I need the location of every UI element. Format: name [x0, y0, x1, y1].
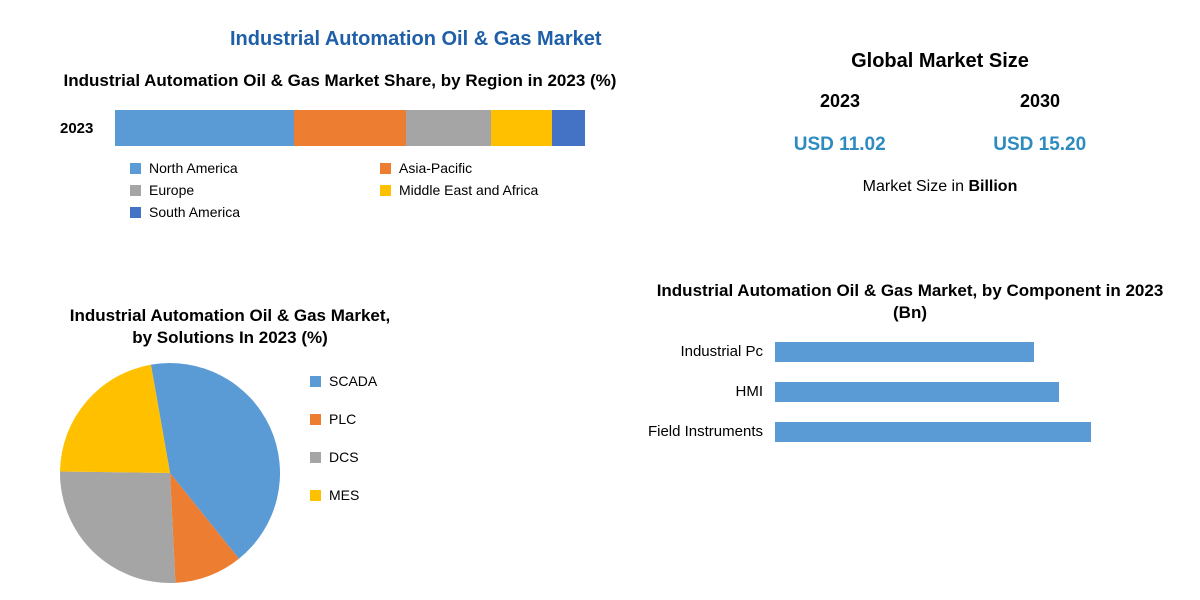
pie-svg [60, 363, 280, 583]
gm-value-0: USD 11.02 [794, 134, 886, 156]
global-market-unit: Market Size in Billion [740, 178, 1140, 196]
legend-label: North America [149, 160, 238, 176]
legend-label: South America [149, 204, 240, 220]
stacked-bar [115, 110, 585, 146]
legend-swatch [130, 163, 141, 174]
hbar-fill [775, 382, 1059, 402]
gm-value-1: USD 15.20 [993, 134, 1086, 156]
hbar-fill [775, 422, 1091, 442]
global-market-values-row: USD 11.02 USD 15.20 [740, 112, 1140, 156]
legend-label: DCS [329, 449, 359, 465]
pie-slice [60, 365, 170, 473]
stacked-bar-row: 2023 [60, 110, 620, 146]
stacked-segment [406, 110, 491, 146]
hbar-row: Field Instruments [640, 422, 1180, 442]
legend-swatch [310, 414, 321, 425]
hbar-fill [775, 342, 1034, 362]
solutions-pie-chart: Industrial Automation Oil & Gas Market, … [60, 305, 600, 583]
legend-item: PLC [310, 411, 377, 427]
stacked-segment [491, 110, 552, 146]
legend-label: Europe [149, 182, 194, 198]
hbar-row: HMI [640, 382, 1180, 402]
stacked-segment [115, 110, 294, 146]
global-market-panel: Global Market Size 2023 2030 USD 11.02 U… [740, 50, 1140, 196]
solutions-pie-title: Industrial Automation Oil & Gas Market, … [60, 305, 400, 349]
hbar-track [775, 342, 1180, 362]
region-share-chart: Industrial Automation Oil & Gas Market S… [60, 70, 620, 220]
gm-unit-prefix: Market Size in [863, 178, 969, 195]
global-market-years-row: 2023 2030 [740, 91, 1140, 112]
pie-wrap: SCADA PLC DCS MES [60, 363, 600, 583]
global-market-title: Global Market Size [740, 50, 1140, 73]
hbar-rows: Industrial Pc HMI Field Instruments [640, 342, 1180, 442]
region-share-title: Industrial Automation Oil & Gas Market S… [60, 70, 620, 92]
legend-swatch [310, 452, 321, 463]
legend-label: Middle East and Africa [399, 182, 538, 198]
legend-item: South America [130, 204, 340, 220]
legend-item: DCS [310, 449, 377, 465]
hbar-label: Industrial Pc [640, 343, 775, 361]
legend-label: Asia-Pacific [399, 160, 472, 176]
stacked-year-label: 2023 [60, 120, 115, 137]
page-title: Industrial Automation Oil & Gas Market [230, 28, 602, 51]
hbar-label: Field Instruments [640, 423, 775, 441]
legend-label: PLC [329, 411, 356, 427]
pie-legend: SCADA PLC DCS MES [310, 373, 377, 525]
hbar-label: HMI [640, 383, 775, 401]
component-bar-title: Industrial Automation Oil & Gas Market, … [640, 280, 1180, 324]
component-bar-chart: Industrial Automation Oil & Gas Market, … [640, 280, 1180, 462]
hbar-track [775, 382, 1180, 402]
legend-swatch [130, 207, 141, 218]
legend-swatch [380, 185, 391, 196]
legend-item: Asia-Pacific [380, 160, 590, 176]
gm-year-1: 2030 [1020, 91, 1060, 112]
legend-swatch [310, 376, 321, 387]
legend-swatch [130, 185, 141, 196]
legend-item: North America [130, 160, 340, 176]
stacked-legend: North America Asia-Pacific Europe Middle Ea… [130, 160, 600, 220]
legend-item: Europe [130, 182, 340, 198]
legend-label: MES [329, 487, 359, 503]
stacked-segment [552, 110, 585, 146]
legend-label: SCADA [329, 373, 377, 389]
hbar-row: Industrial Pc [640, 342, 1180, 362]
legend-swatch [380, 163, 391, 174]
legend-item: SCADA [310, 373, 377, 389]
legend-item: Middle East and Africa [380, 182, 590, 198]
legend-swatch [310, 490, 321, 501]
pie-slice [60, 472, 175, 584]
gm-unit-bold: Billion [968, 178, 1017, 195]
gm-year-0: 2023 [820, 91, 860, 112]
legend-item: MES [310, 487, 377, 503]
hbar-track [775, 422, 1180, 442]
stacked-segment [294, 110, 407, 146]
